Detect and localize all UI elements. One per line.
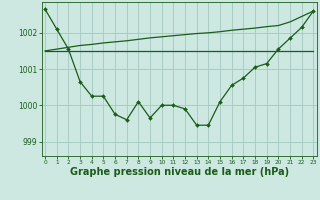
X-axis label: Graphe pression niveau de la mer (hPa): Graphe pression niveau de la mer (hPa) [70,167,289,177]
